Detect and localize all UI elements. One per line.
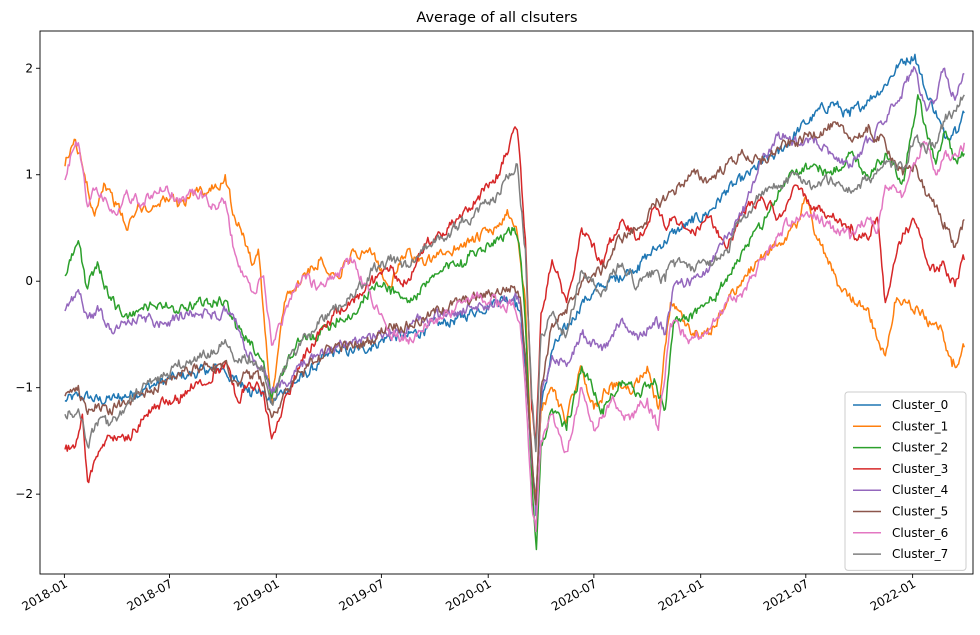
x-tick-label: 2019-01 xyxy=(231,576,281,613)
series-line-cluster-0 xyxy=(64,53,965,501)
legend-label: Cluster_3 xyxy=(892,462,948,476)
x-tick-label: 2018-01 xyxy=(19,576,69,613)
y-tick-label: 0 xyxy=(25,274,33,288)
series-line-cluster-5 xyxy=(64,121,965,506)
y-axis: −2 −1 0 1 2 xyxy=(15,61,40,501)
series-line-cluster-1 xyxy=(64,138,965,501)
series-line-cluster-6 xyxy=(64,140,966,533)
series-line-cluster-2 xyxy=(64,94,965,551)
x-axis: 2018-01 2018-07 2019-01 2019-07 2020-01 2020-… xyxy=(19,574,918,614)
legend-label: Cluster_7 xyxy=(892,547,948,561)
legend-label: Cluster_6 xyxy=(892,526,948,540)
x-tick-label: 2021-07 xyxy=(761,576,811,613)
y-tick-label: −2 xyxy=(15,487,33,501)
legend-label: Cluster_1 xyxy=(892,419,948,433)
legend-box xyxy=(844,391,967,571)
series-lines xyxy=(64,53,966,551)
y-tick-label: 1 xyxy=(25,168,33,182)
legend-label: Cluster_4 xyxy=(892,483,948,497)
legend-label: Cluster_2 xyxy=(892,441,948,455)
legend: Cluster_0 Cluster_1 Cluster_2 Cluster_3 Clus… xyxy=(844,391,967,571)
x-tick-label: 2020-07 xyxy=(549,576,599,613)
y-tick-label: 2 xyxy=(25,61,33,75)
x-tick-label: 2020-01 xyxy=(443,576,493,613)
chart-title: Average of all clsuters xyxy=(416,10,577,26)
series-line-cluster-7 xyxy=(64,94,965,453)
x-tick-label: 2018-07 xyxy=(125,576,175,613)
plot-frame xyxy=(39,30,974,575)
y-tick-label: −1 xyxy=(15,381,33,395)
x-tick-label: 2022-01 xyxy=(868,576,918,613)
legend-label: Cluster_0 xyxy=(892,398,948,412)
x-tick-label: 2019-07 xyxy=(336,576,386,613)
x-tick-label: 2021-01 xyxy=(656,576,706,613)
legend-label: Cluster_5 xyxy=(892,505,948,519)
